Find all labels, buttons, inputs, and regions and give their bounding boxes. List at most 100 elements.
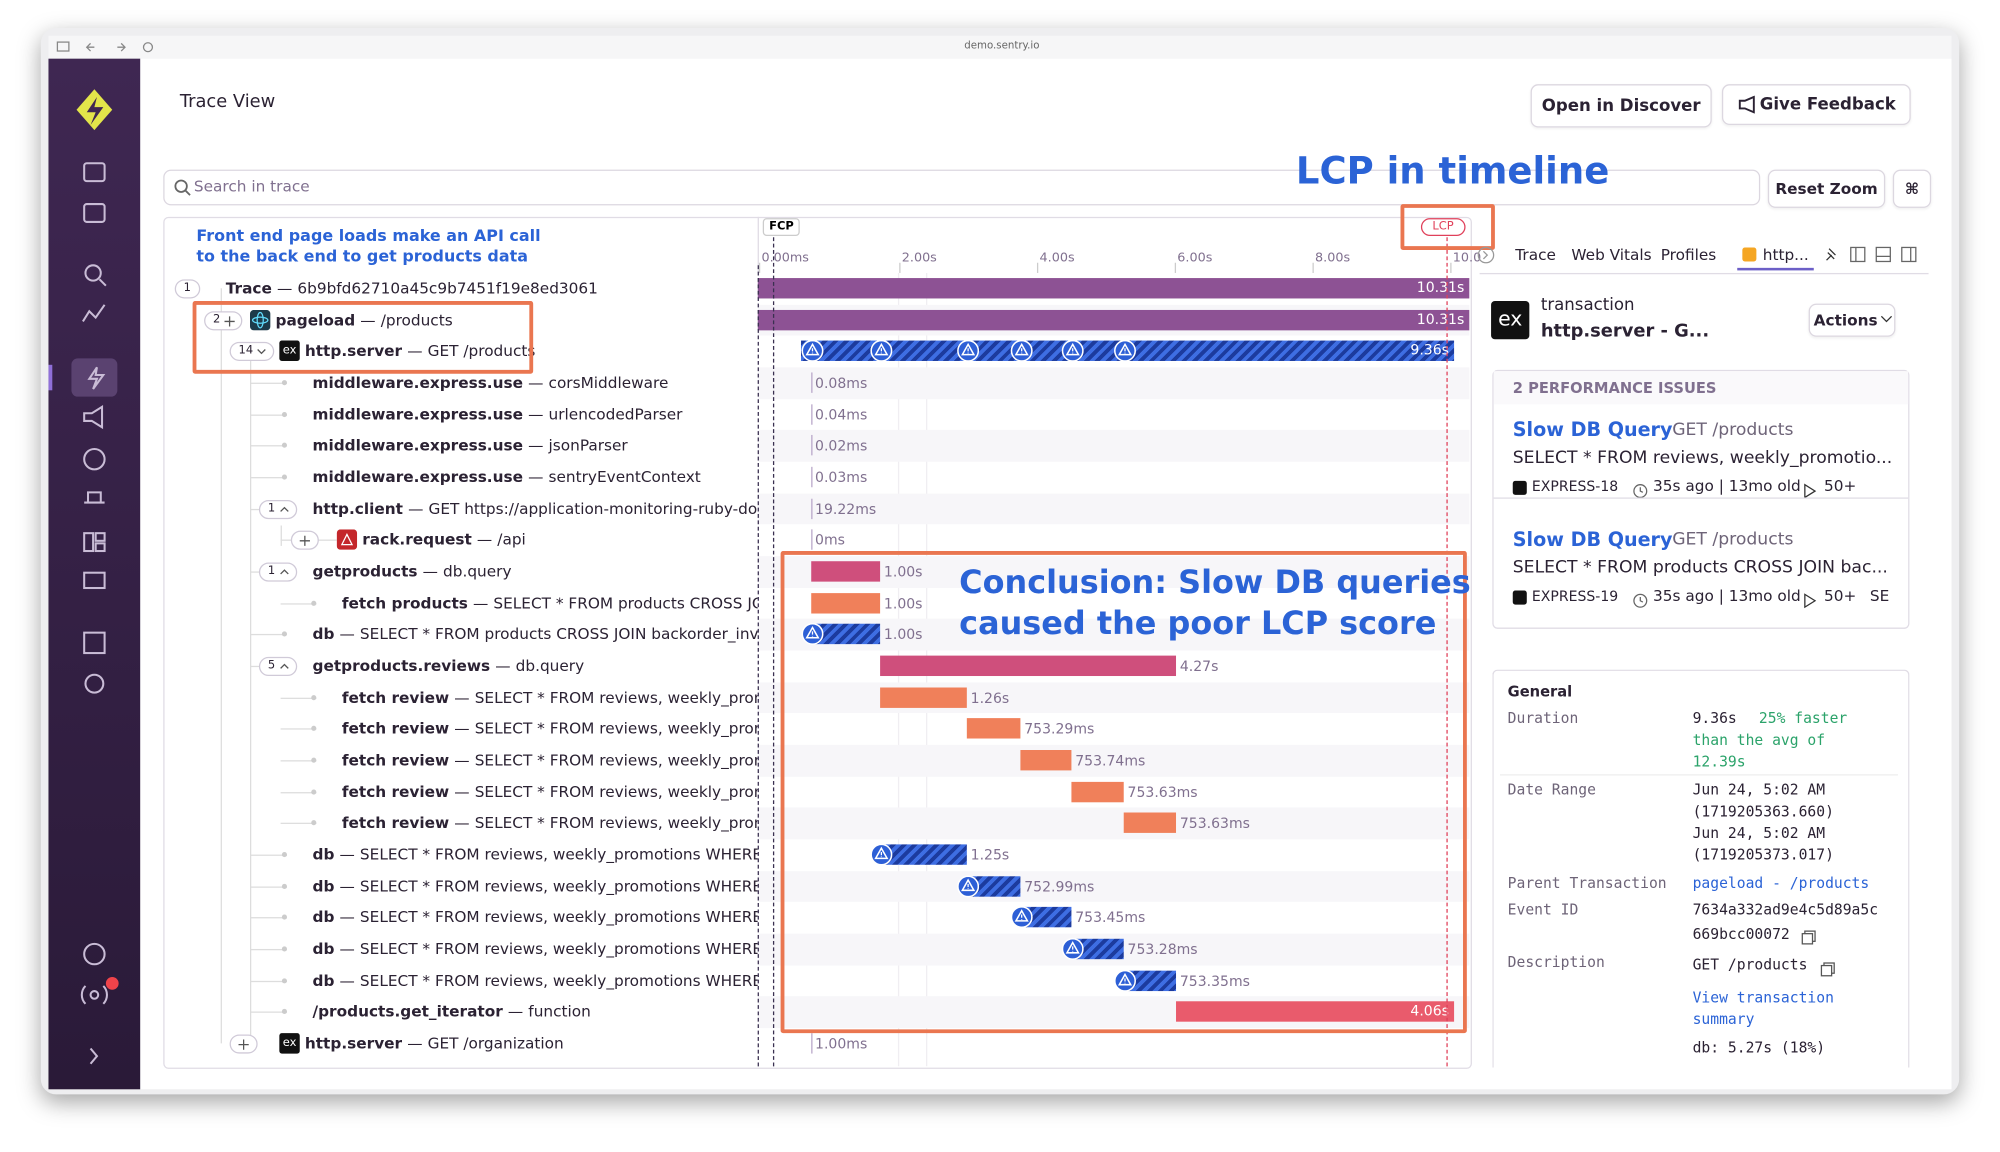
span-row: fetch review — SELECT * FROM reviews, week… bbox=[342, 814, 758, 832]
tab-active[interactable]: http... bbox=[1762, 246, 1809, 265]
span-desc: SELECT * FROM reviews, weekly_promotions… bbox=[359, 971, 758, 990]
tree-dot bbox=[311, 789, 317, 795]
duration-label: 0.03ms bbox=[815, 469, 868, 486]
clock-icon-shape bbox=[1633, 593, 1648, 608]
tree-dot bbox=[311, 726, 317, 732]
span-desc: SELECT * FROM reviews, weekly_promoti bbox=[474, 782, 758, 801]
warning-icon-shape bbox=[801, 623, 824, 646]
span-desc: SELECT * FROM reviews, weekly_promoti bbox=[474, 814, 758, 833]
tab[interactable]: Profiles bbox=[1660, 246, 1717, 265]
separator: — bbox=[407, 1034, 423, 1053]
span-tick bbox=[811, 498, 813, 519]
copy-icon-shape bbox=[1820, 962, 1835, 977]
tree-dot bbox=[281, 380, 287, 386]
conclusion-2: caused the poor LCP score bbox=[959, 604, 1437, 642]
span-op: rack.request bbox=[362, 531, 472, 549]
issue-title[interactable]: Slow DB Query bbox=[1512, 528, 1673, 552]
separator: — bbox=[528, 468, 544, 486]
search-bar[interactable] bbox=[163, 169, 1761, 206]
span-bar[interactable] bbox=[880, 687, 967, 708]
span-bar[interactable] bbox=[880, 655, 1177, 677]
warning-icon bbox=[1010, 340, 1033, 363]
span-row: db — SELECT * FROM reviews, weekly_promoti… bbox=[312, 846, 757, 864]
span-bar[interactable] bbox=[1071, 938, 1124, 960]
tick-mark bbox=[1450, 262, 1452, 273]
actions-button[interactable]: Actions bbox=[1808, 303, 1896, 337]
span-bar[interactable] bbox=[757, 278, 1470, 299]
row-stripe bbox=[757, 682, 1470, 714]
span-op: fetch review bbox=[341, 688, 450, 707]
warning-icon bbox=[1114, 969, 1137, 992]
expand-badge[interactable] bbox=[290, 531, 319, 551]
span-desc: SELECT * FROM reviews, weekly_promotions… bbox=[359, 845, 758, 864]
panel-controls[interactable] bbox=[1821, 245, 1923, 265]
warning-icon bbox=[957, 875, 980, 898]
span-tick bbox=[811, 372, 813, 393]
span-bar[interactable] bbox=[1176, 1001, 1455, 1023]
separator: — bbox=[454, 688, 470, 707]
tab[interactable]: Trace bbox=[1515, 246, 1556, 265]
field-value[interactable]: pageload - /products bbox=[1692, 873, 1870, 892]
warning-icon bbox=[801, 340, 824, 363]
span-bar[interactable] bbox=[1123, 812, 1177, 834]
reset-zoom-button[interactable]: Reset Zoom bbox=[1767, 169, 1886, 208]
project-icon bbox=[1512, 590, 1527, 605]
span-bar[interactable] bbox=[1020, 907, 1072, 928]
copy-icon bbox=[1801, 926, 1816, 945]
open-discover-button[interactable]: Open in Discover bbox=[1530, 84, 1712, 128]
span-bar[interactable] bbox=[880, 844, 967, 865]
page-title: Trace View bbox=[179, 91, 276, 113]
badge-icon bbox=[279, 663, 289, 669]
duration-label: 0.08ms bbox=[815, 374, 868, 392]
warning-icon bbox=[1010, 906, 1033, 929]
span-bar[interactable] bbox=[811, 624, 881, 645]
span-row: db — SELECT * FROM reviews, weekly_promoti… bbox=[312, 940, 757, 958]
span-bar[interactable] bbox=[1071, 781, 1124, 802]
span-bar[interactable] bbox=[966, 875, 1021, 897]
expand-badge[interactable]: 5 bbox=[258, 656, 297, 677]
fcp-line-b bbox=[772, 237, 775, 1067]
tree-connector bbox=[280, 697, 317, 699]
shortcut-button[interactable]: ⌘ bbox=[1892, 169, 1932, 208]
tree-line bbox=[249, 352, 252, 1044]
span-bar[interactable] bbox=[966, 718, 1021, 739]
span-bar[interactable] bbox=[811, 592, 881, 614]
span-row: db — SELECT * FROM reviews, weekly_promoti… bbox=[312, 909, 757, 927]
expand-badge[interactable]: 2 bbox=[204, 310, 243, 330]
expand-badge[interactable]: 14 bbox=[229, 342, 275, 362]
span-bar[interactable] bbox=[811, 561, 881, 582]
collapse-icon[interactable] bbox=[1477, 246, 1495, 264]
span-desc: SELECT * FROM reviews, weekly_promoti bbox=[474, 719, 758, 738]
span-bar[interactable] bbox=[757, 309, 1470, 330]
tick-mark bbox=[1174, 262, 1177, 273]
expand-badge[interactable]: 1 bbox=[258, 562, 297, 582]
fcp-marker: FCP bbox=[762, 218, 801, 236]
duration-label: 753.28ms bbox=[1127, 941, 1198, 958]
db-query-highlight bbox=[780, 551, 1467, 1034]
span-bar[interactable] bbox=[1123, 970, 1177, 991]
separator: — bbox=[507, 1003, 524, 1021]
span-row: pageload —/products bbox=[276, 311, 453, 329]
tree-connector bbox=[249, 634, 287, 636]
issue-age: 35s ago | 13mo old bbox=[1653, 586, 1801, 605]
span-bar[interactable] bbox=[1020, 750, 1072, 771]
field-value[interactable]: View transaction bbox=[1692, 988, 1834, 1007]
span-row: db — SELECT * FROM reviews, weekly_promoti… bbox=[312, 877, 757, 895]
tab[interactable]: Web Vitals bbox=[1571, 246, 1652, 265]
warning-icon bbox=[1061, 938, 1084, 961]
tree-connector bbox=[280, 728, 317, 731]
tree-connector bbox=[280, 602, 317, 605]
field-value[interactable]: summary bbox=[1692, 1010, 1755, 1029]
expand-badge[interactable]: 1 bbox=[258, 499, 297, 519]
expand-badge[interactable] bbox=[229, 1034, 258, 1054]
transaction-icon: ex bbox=[1491, 301, 1530, 340]
op-icon-shape bbox=[249, 309, 271, 330]
issue-title[interactable]: Slow DB Query bbox=[1512, 418, 1673, 442]
span-row: db — SELECT * FROM products CROSS JOIN bac… bbox=[312, 625, 757, 643]
issue-path: GET /products bbox=[1672, 419, 1794, 441]
span-row: fetch review — SELECT * FROM reviews, week… bbox=[342, 751, 758, 769]
warning-icon-shape bbox=[801, 340, 824, 363]
field-value: (1719205373.017) bbox=[1692, 845, 1834, 864]
expand-badge[interactable]: 1 bbox=[174, 279, 200, 299]
tree-line bbox=[220, 288, 222, 1044]
